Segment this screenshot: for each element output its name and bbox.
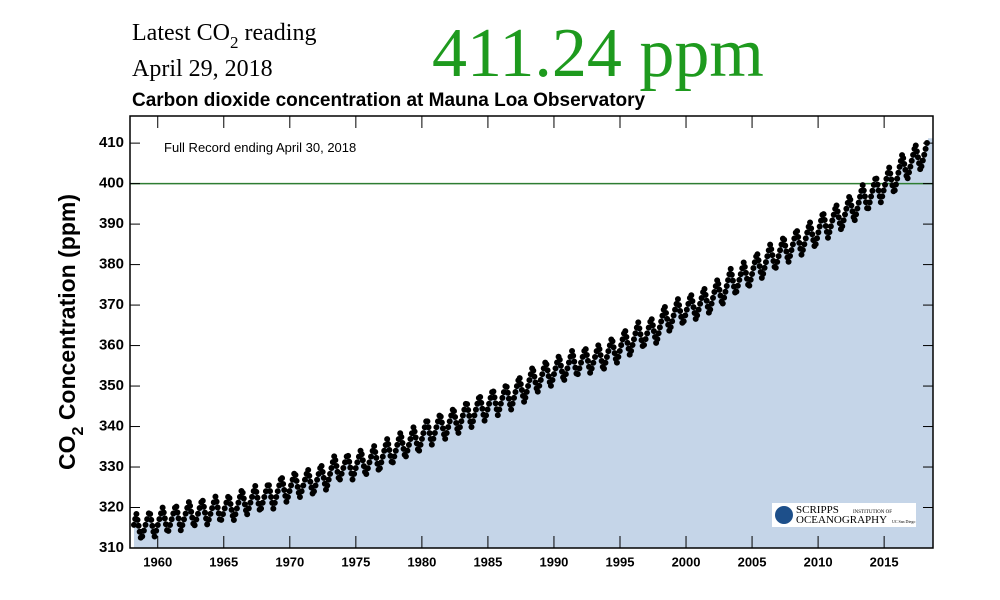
logo: SCRIPPS INSTITUTION OF OCEANOGRAPHY UC S… [772,503,916,527]
area [133,138,934,548]
logo-name: SCRIPPS [796,504,839,516]
latest-value: 411.24 ppm [432,15,764,92]
chart-title: Carbon dioxide concentration at Mauna Lo… [132,90,646,111]
x-tick-label: 1990 [539,554,568,569]
x-tick-label: 1975 [341,554,370,569]
latest-suffix: reading [238,20,316,46]
x-tick-label: 1985 [473,554,502,569]
latest-label: Latest CO2 reading [132,20,316,52]
x-tick-label: 2015 [870,554,899,569]
y-tick-label: 330 [99,458,124,475]
x-tick-label: 1980 [407,554,436,569]
y-tick-label: 380 [99,256,124,273]
y-tick-label: 360 [99,337,124,354]
plot-area: 310 320 330 340 350 360 370 380 390 400 410 1960 196… [99,115,934,569]
plot-frame [129,115,934,549]
logo-ocean: OCEANOGRAPHY [796,514,887,526]
x-tick-label: 2005 [738,554,767,569]
logo-box [772,503,916,527]
x-tick-label: 2000 [672,554,701,569]
x-tick-label: 1960 [143,554,172,569]
logo-ucsd: UC San Diego [892,519,915,524]
y-tick-label: 350 [99,377,124,394]
y-label-prefix: CO [54,435,80,470]
y-tick-label: 410 [99,134,124,151]
logo-institution: INSTITUTION OF [853,510,892,515]
latest-prefix: Latest CO [132,20,230,46]
y-tick-label: 310 [99,539,124,556]
y-axis-label: CO2 Concentration (ppm) [54,194,87,470]
x-tick-label: 1965 [209,554,238,569]
latest-sub: 2 [230,33,239,52]
y-tick-label: 370 [99,296,124,313]
y-tick-label: 400 [99,175,124,192]
annotation: Full Record ending April 30, 2018 [164,140,356,155]
y-tick-label: 390 [99,215,124,232]
y-tick-label: 340 [99,418,124,435]
latest-date: April 29, 2018 [132,56,273,82]
x-tick-label: 2010 [804,554,833,569]
logo-globe [775,506,793,524]
y-label-suffix: Concentration (ppm) [54,194,80,427]
y-label-sub: 2 [70,426,87,435]
co2-line [130,135,932,541]
y-tick-label: 320 [99,498,124,515]
x-tick-label: 1970 [275,554,304,569]
x-tick-label: 1995 [606,554,635,569]
